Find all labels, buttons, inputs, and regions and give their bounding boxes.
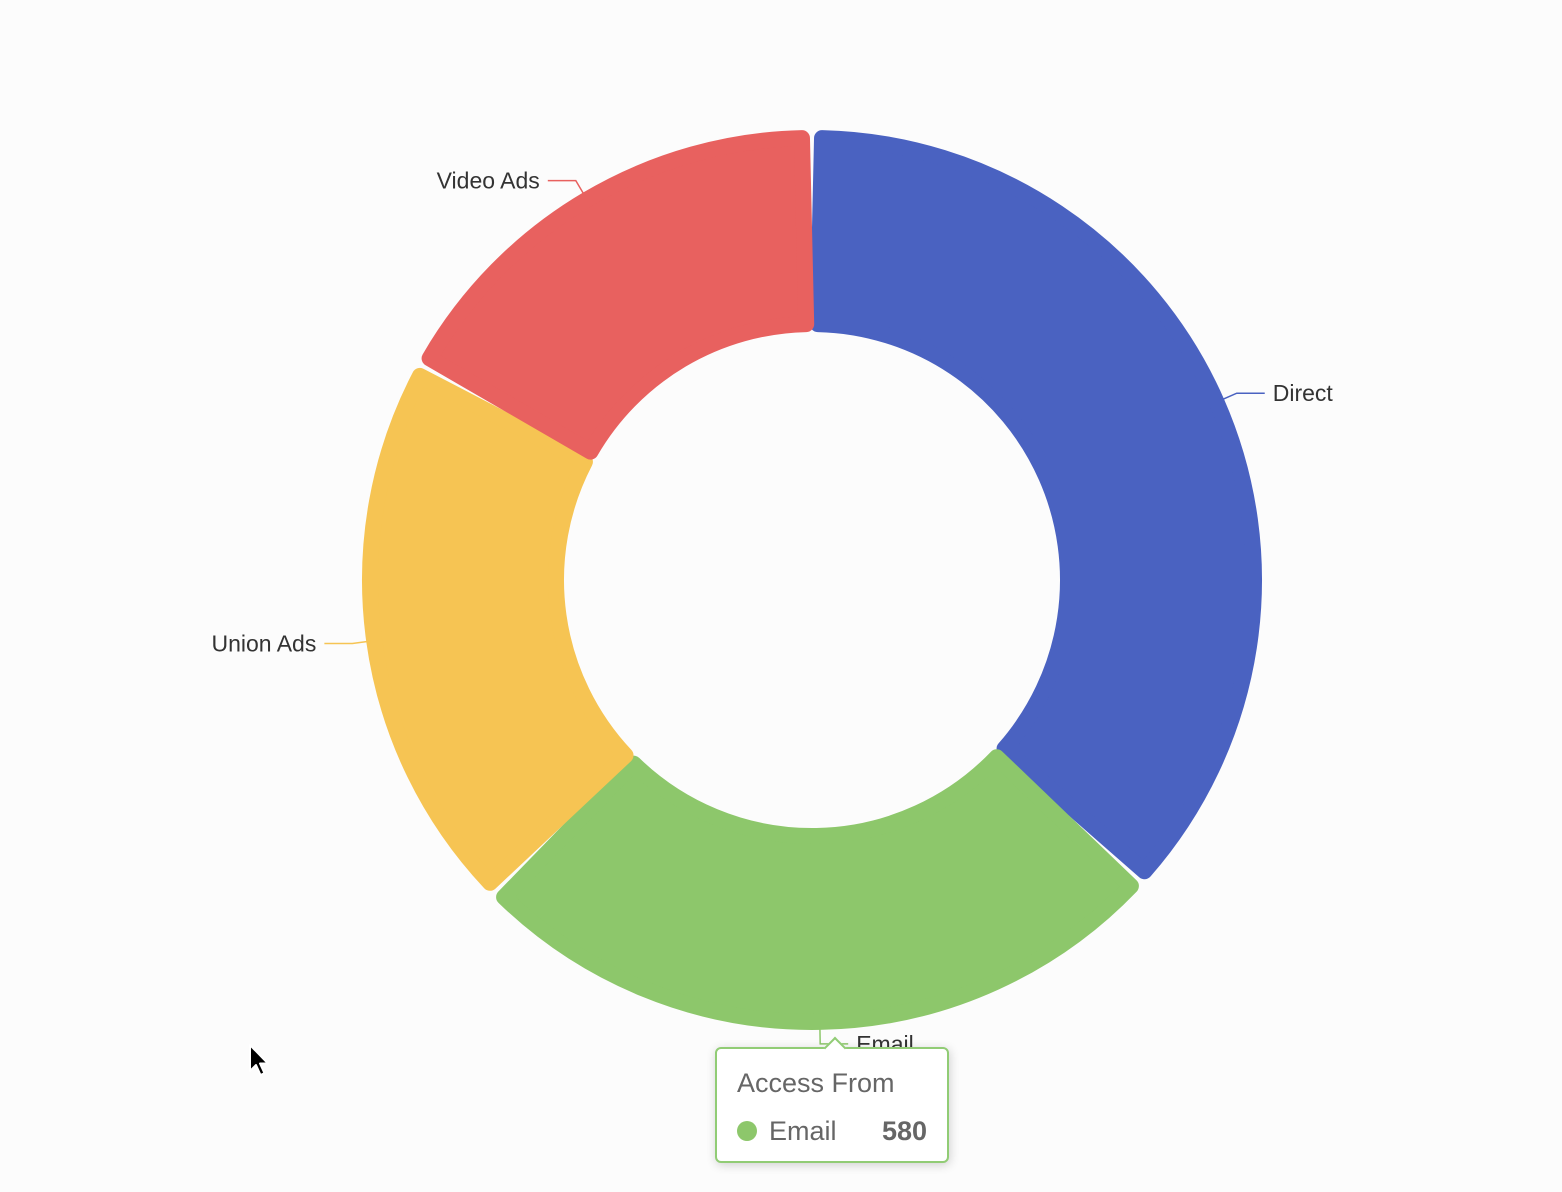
leader-line-union-ads (324, 640, 371, 645)
slice-label-video-ads: Video Ads (437, 168, 540, 194)
mouse-pointer-icon (249, 1044, 269, 1076)
tooltip-value: 580 (881, 1115, 927, 1146)
leader-line-video-ads (547, 179, 586, 197)
slice-label-union-ads: Union Ads (212, 631, 317, 657)
slice-email[interactable] (496, 749, 1139, 1030)
tooltip-row: Email 580 (737, 1115, 927, 1147)
tooltip-series-name: Email (769, 1115, 837, 1146)
slice-video-ads[interactable] (421, 130, 815, 460)
leader-line-direct (1219, 392, 1265, 402)
slice-union-ads[interactable] (362, 367, 634, 891)
tooltip-marker (737, 1121, 757, 1141)
slice-label-direct: Direct (1273, 380, 1334, 406)
slice-direct[interactable] (809, 130, 1262, 880)
chart-tooltip: Access From Email 580 (715, 1036, 949, 1163)
tooltip-title: Access From (737, 1068, 895, 1098)
